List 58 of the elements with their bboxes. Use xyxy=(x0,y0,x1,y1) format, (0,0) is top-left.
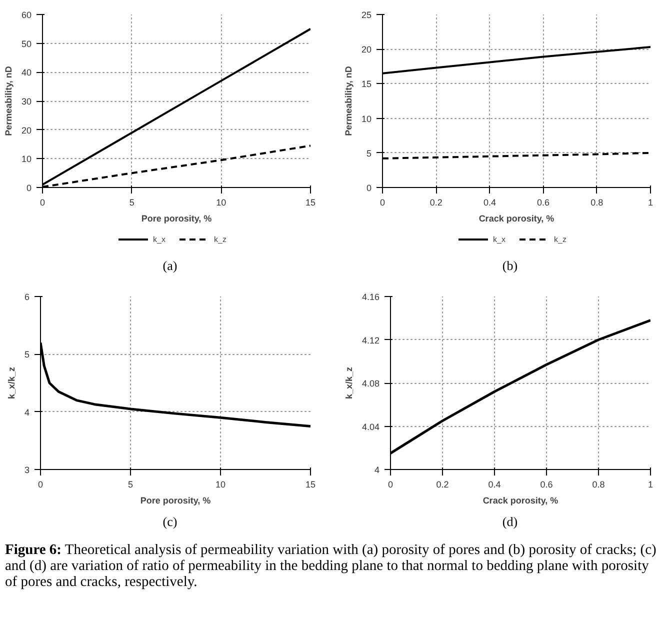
y-tick-label: 4.16 xyxy=(362,292,380,302)
y-tick-label: 20 xyxy=(21,125,32,136)
y-tick-label: 10 xyxy=(21,154,32,164)
text: (b) xyxy=(502,257,518,275)
y-tick-label: 4.08 xyxy=(362,378,380,388)
y-tick-label: 6 xyxy=(24,292,30,302)
x-tick-label: 0 xyxy=(38,480,44,490)
y-tick-label: 4 xyxy=(374,465,380,475)
x-tick-label: 15 xyxy=(305,198,316,208)
x-tick-label: 0.8 xyxy=(592,480,605,490)
x-tick-label: 5 xyxy=(129,198,134,208)
y-axis-title: Permeability, nD xyxy=(343,66,354,136)
x-tick-label: 10 xyxy=(216,198,226,208)
y-axis-title: Permeability, nD xyxy=(3,66,14,136)
y-axis-title: k_x/k_z xyxy=(344,366,354,400)
legend-label: k_z xyxy=(554,234,568,244)
y-tick-label: 30 xyxy=(21,96,32,106)
x-axis-title: Crack porosity, % xyxy=(482,496,558,506)
y-tick-label: 0 xyxy=(26,183,32,193)
x-tick-label: 0.8 xyxy=(590,198,604,208)
y-tick-label: 60 xyxy=(21,10,32,20)
text: (c) xyxy=(162,513,178,531)
x-axis-title: Pore porosity, % xyxy=(140,496,211,506)
x-tick-label: 10 xyxy=(215,480,226,490)
x-axis-title: Crack porosity, % xyxy=(478,214,554,224)
x-tick-label: 1 xyxy=(648,198,654,208)
y-tick-label: 15 xyxy=(361,79,372,90)
x-tick-label: 0.2 xyxy=(430,198,442,208)
y-tick-label: 0 xyxy=(366,183,372,193)
x-tick-label: 1 xyxy=(648,480,654,490)
text: (d) xyxy=(502,513,518,531)
y-tick-label: 20 xyxy=(361,44,372,55)
caption: Figure 6: Theoretical analysis of permeability variation with (a) porosity of pores and (b) porosity of cracks; (c) and (d) are variation of ratio of permeability in the bedding plane to that normal to bedding plane with porosity of pores and cracks, respectively. xyxy=(5,542,658,591)
legend-label: k_z xyxy=(214,234,228,244)
x-tick-label: 0 xyxy=(388,480,394,490)
y-axis-title: k_x/k_z xyxy=(6,366,16,400)
x-tick-label: 5 xyxy=(128,480,134,490)
x-tick-label: 0.4 xyxy=(488,480,501,490)
y-tick-label: 5 xyxy=(366,148,372,158)
y-tick-label: 3 xyxy=(24,465,30,475)
x-tick-label: 15 xyxy=(305,480,316,490)
y-tick-label: 4.04 xyxy=(362,422,380,432)
y-tick-label: 25 xyxy=(361,10,372,20)
legend-label: k_x xyxy=(493,234,506,244)
x-tick-label: 0.6 xyxy=(537,198,550,208)
y-tick-label: 5 xyxy=(24,350,30,360)
x-tick-label: 0.6 xyxy=(540,480,553,490)
x-axis-title: Pore porosity, % xyxy=(141,214,212,224)
text: (a) xyxy=(162,257,178,275)
y-tick-label: 4 xyxy=(24,407,30,418)
y-tick-label: 50 xyxy=(21,38,32,49)
y-tick-label: 40 xyxy=(21,68,32,78)
x-tick-label: 0.2 xyxy=(436,480,449,490)
y-tick-label: 4.12 xyxy=(362,335,380,346)
y-tick-label: 10 xyxy=(361,114,372,124)
x-tick-label: 0.4 xyxy=(483,198,496,208)
x-tick-label: 0 xyxy=(40,198,46,208)
legend-label: k_x xyxy=(153,234,166,244)
